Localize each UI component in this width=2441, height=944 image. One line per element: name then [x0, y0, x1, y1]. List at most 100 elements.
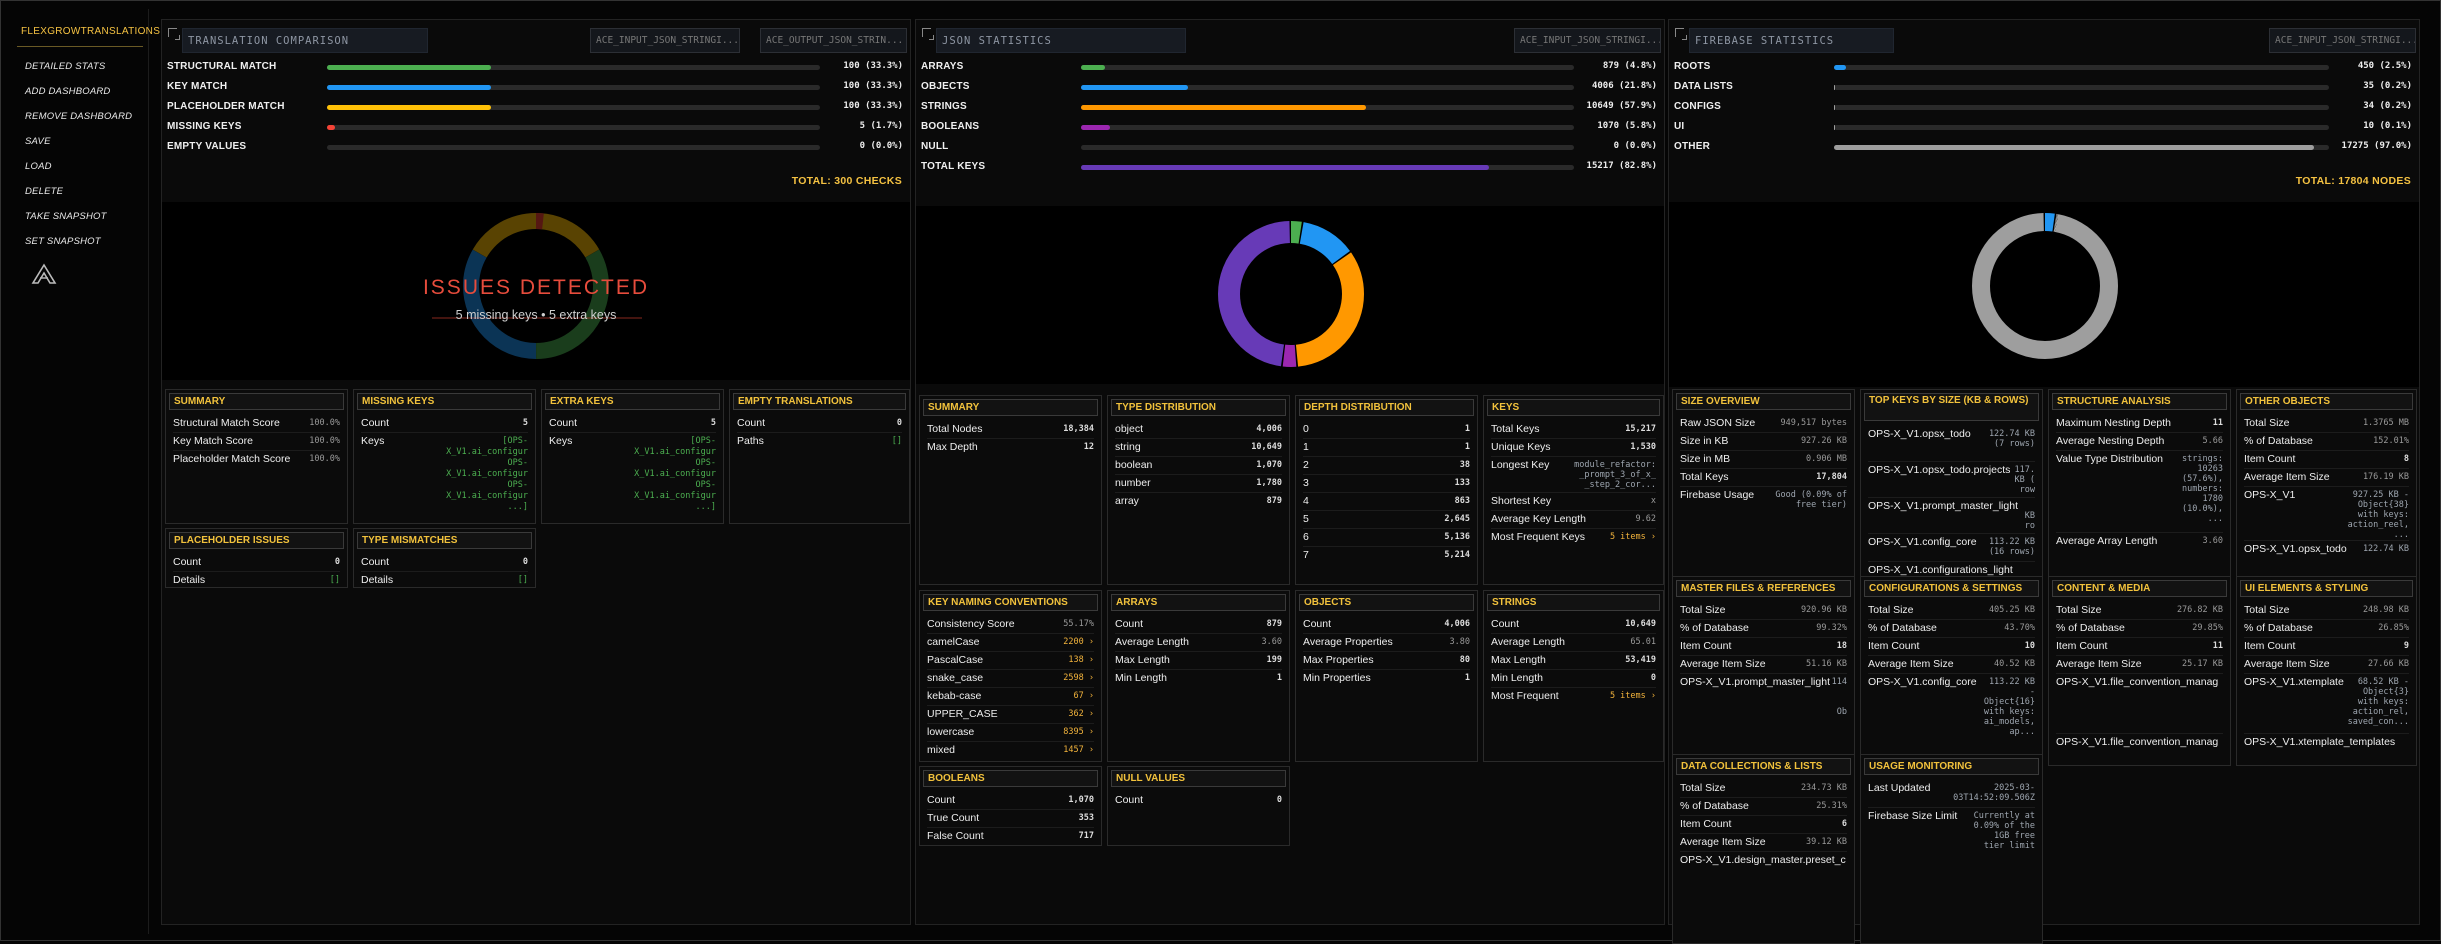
json-statistics-panel: JSON STATISTICS ACE_INPUT_JSON_STRINGI..…	[915, 19, 1665, 925]
missing-keys-list[interactable]: [OPS- X_V1.ai_configur OPS- X_V1.ai_conf…	[446, 436, 528, 513]
row-label: Count	[1491, 618, 1519, 630]
row-label: Average Length	[1491, 636, 1565, 648]
row-label[interactable]: OPS-X_V1.xtemplate_templates	[2244, 736, 2395, 748]
row-label[interactable]: OPS-X_V1.configurations_light	[1868, 564, 2013, 576]
input-source-select[interactable]: ACE_INPUT_JSON_STRINGI...	[2269, 28, 2416, 53]
row-label[interactable]: OPS-X_V1	[2244, 489, 2295, 501]
naming-link[interactable]: 362 ›	[1068, 709, 1094, 719]
bar-fill	[327, 105, 491, 110]
row-label: array	[1115, 495, 1139, 507]
row-value: 114 Ob	[1832, 677, 1847, 717]
firebase-donut-area	[1669, 202, 2419, 387]
row-value: 11	[2213, 641, 2223, 651]
row-value: 27.66 KB	[2368, 659, 2409, 669]
row-label: Average Item Size	[2056, 658, 2142, 670]
input-source-select[interactable]: ACE_INPUT_JSON_STRINGI...	[590, 28, 740, 53]
row-value: 2,645	[1444, 514, 1470, 524]
naming-link[interactable]: 8395 ›	[1063, 727, 1094, 737]
bar-track	[327, 125, 820, 130]
row-value[interactable]: []	[892, 436, 902, 446]
row-value: 55.17%	[1063, 619, 1094, 629]
bar-label: STRUCTURAL MATCH	[167, 61, 276, 72]
row-label: 2	[1303, 459, 1309, 471]
expand-icon[interactable]	[168, 28, 177, 37]
row-value[interactable]: []	[518, 575, 528, 585]
sidebar-item-add-dashboard[interactable]: ADD DASHBOARD	[9, 80, 148, 105]
most-frequent-strings-link[interactable]: 5 items ›	[1610, 691, 1656, 701]
bar-fill	[1081, 85, 1188, 90]
sidebar-item-take-snapshot[interactable]: TAKE SNAPSHOT	[9, 205, 148, 230]
row-value[interactable]: []	[330, 575, 340, 585]
app-logo[interactable]: FLEXGROWTRANSLATIONS	[21, 26, 148, 40]
extra-keys-list[interactable]: [OPS- X_V1.ai_configur OPS- X_V1.ai_conf…	[634, 436, 716, 513]
row-label[interactable]: OPS-X_V1.opsx_todo.projects	[1868, 464, 2010, 476]
row-label[interactable]: OPS-X_V1.opsx_todo	[2244, 543, 2347, 555]
naming-link[interactable]: 1457 ›	[1063, 745, 1094, 755]
row-label: Item Count	[1868, 640, 1919, 652]
row-value: 10	[2025, 641, 2035, 651]
brand-emblem-icon[interactable]	[31, 263, 57, 285]
donut-slice[interactable]	[1981, 222, 2109, 350]
row-value: 26.85%	[2378, 623, 2409, 633]
most-frequent-keys-link[interactable]: 5 items ›	[1610, 532, 1656, 542]
sidebar-item-detailed-stats[interactable]: DETAILED STATS	[9, 55, 148, 80]
row-label[interactable]: OPS-X_V1.config_core	[1868, 536, 1977, 548]
sidebar-item-delete[interactable]: DELETE	[9, 180, 148, 205]
card-title: STRUCTURE ANALYSIS	[2052, 393, 2227, 410]
row-label: string	[1115, 441, 1141, 453]
bar-label: OTHER	[1674, 141, 1710, 152]
issues-chart-area: ISSUES DETECTED 5 missing keys • 5 extra…	[162, 202, 910, 380]
row-label: Average Item Size	[2244, 658, 2330, 670]
naming-link[interactable]: 67 ›	[1074, 691, 1094, 701]
expand-icon[interactable]	[1675, 28, 1684, 37]
row-value: 15,217	[1625, 424, 1656, 434]
row-label[interactable]: OPS-X_V1.file_convention_manag	[2056, 736, 2218, 748]
row-label[interactable]: OPS-X_V1.xtemplate	[2244, 676, 2344, 688]
sidebar-item-save[interactable]: SAVE	[9, 130, 148, 155]
bar-fill	[1834, 105, 1835, 110]
row-value: 4,006	[1256, 424, 1282, 434]
row-label: Maximum Nesting Depth	[2056, 417, 2171, 429]
row-label[interactable]: OPS-X_V1.prompt_master_light	[1868, 500, 2018, 512]
row-label: Total Size	[2056, 604, 2102, 616]
naming-link[interactable]: 2200 ›	[1063, 637, 1094, 647]
row-label: 6	[1303, 531, 1309, 543]
sidebar-item-load[interactable]: LOAD	[9, 155, 148, 180]
row-label[interactable]: OPS-X_V1.opsx_todo	[1868, 428, 1971, 440]
row-label: Count	[173, 556, 201, 568]
sidebar-item-remove-dashboard[interactable]: REMOVE DASHBOARD	[9, 105, 148, 130]
row-value: 25.17 KB	[2182, 659, 2223, 669]
row-value: 8	[2404, 454, 2409, 464]
input-source-select[interactable]: ACE_INPUT_JSON_STRINGI...	[1514, 28, 1661, 53]
row-label: Size in MB	[1680, 453, 1730, 465]
expand-icon[interactable]	[922, 28, 931, 37]
sidebar-item-set-snapshot[interactable]: SET SNAPSHOT	[9, 230, 148, 255]
row-label[interactable]: OPS-X_V1.file_convention_manag	[2056, 676, 2218, 688]
bar-label: BOOLEANS	[921, 121, 979, 132]
bar-label: CONFIGS	[1674, 101, 1721, 112]
row-value: 5,214	[1444, 550, 1470, 560]
row-label[interactable]: OPS-X_V1.prompt_master_light	[1680, 676, 1830, 688]
row-label[interactable]: OPS-X_V1.design_master.preset_c	[1680, 854, 1846, 866]
naming-link[interactable]: 138 ›	[1068, 655, 1094, 665]
bar-fill	[327, 65, 491, 70]
bar-value: 0 (0.0%)	[860, 141, 903, 151]
row-value: 5,136	[1444, 532, 1470, 542]
value-type-distribution: strings: 10263 (57.6%), numbers: 1780 (1…	[2182, 454, 2223, 524]
row-label[interactable]: OPS-X_V1.config_core	[1868, 676, 1977, 688]
naming-link[interactable]: 2598 ›	[1063, 673, 1094, 683]
row-value: 879	[1267, 496, 1282, 506]
row-value: 68.52 KB - Object{3} with keys: action_r…	[2348, 677, 2409, 727]
panel-title: FIREBASE STATISTICS	[1689, 28, 1894, 53]
row-label: Total Keys	[1680, 471, 1728, 483]
bar-track	[1081, 105, 1574, 110]
output-source-select[interactable]: ACE_OUTPUT_JSON_STRIN...	[760, 28, 907, 53]
